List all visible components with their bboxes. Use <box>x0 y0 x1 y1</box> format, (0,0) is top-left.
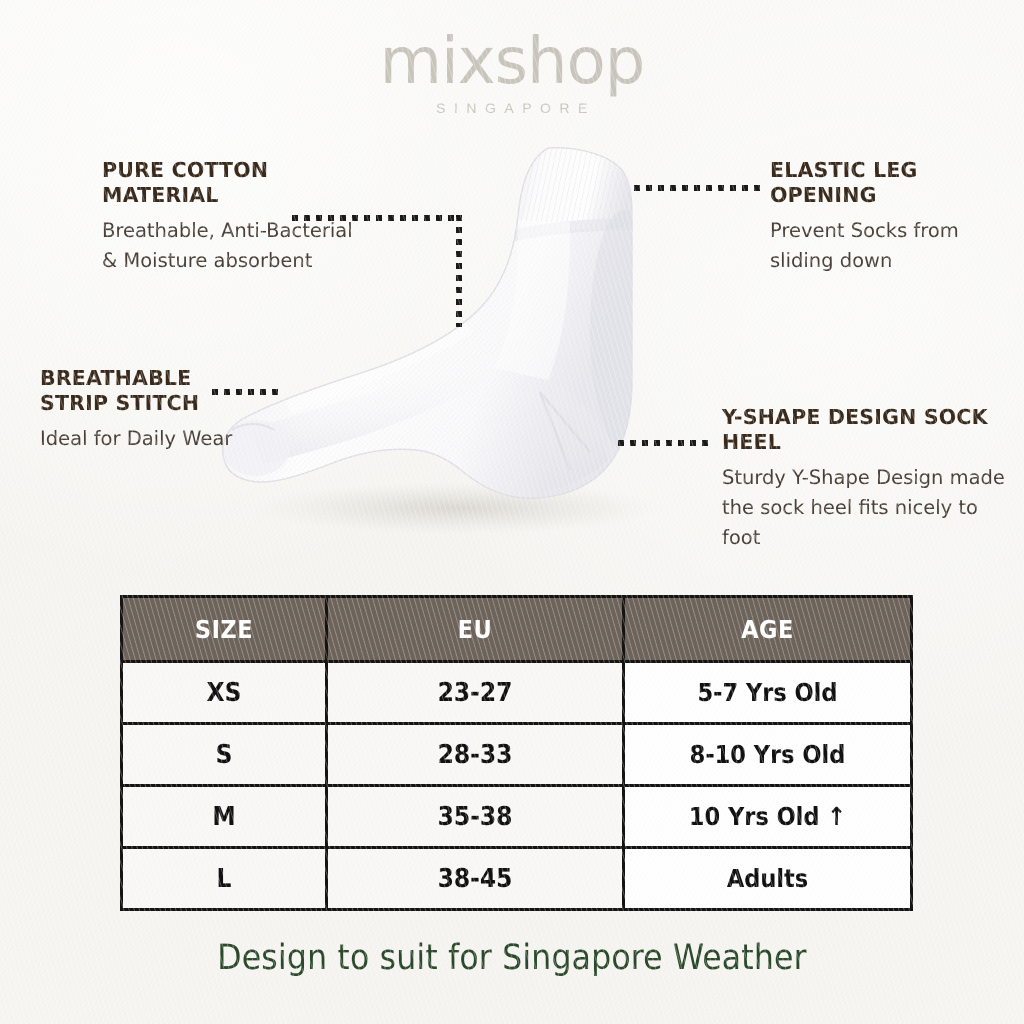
size-chart-table: SIZE EU AGE XS 23-27 5-7 Yrs Old S 28-33… <box>120 595 913 911</box>
callout-breathable-strip-stitch: BREATHABLE STRIP STITCH Ideal for Daily … <box>40 366 255 454</box>
brand-wordmark: mixshop <box>379 25 646 99</box>
cell-size: M <box>120 784 328 849</box>
column-header-age: AGE <box>622 595 913 663</box>
callout-title: PURE COTTON MATERIAL <box>102 158 269 207</box>
callout-y-shape-design-sock-heel: Y-SHAPE DESIGN SOCK HEEL Sturdy Y-Shape … <box>722 405 1007 553</box>
leader-line-pure-cotton-horizontal <box>292 215 462 221</box>
leader-line-elastic-leg-opening <box>634 185 762 191</box>
callout-body: Ideal for Daily Wear <box>40 427 233 450</box>
callout-body: Prevent Socks from sliding down <box>770 219 959 272</box>
cell-eu: 35-38 <box>325 784 625 849</box>
table-row: S 28-33 8-10 Yrs Old <box>120 722 913 787</box>
table-row: M 35-38 10 Yrs Old ↑ <box>120 784 913 849</box>
column-header-eu: EU <box>325 595 625 663</box>
cell-age: 8-10 Yrs Old <box>622 722 913 787</box>
cell-size: S <box>120 722 328 787</box>
leader-line-pure-cotton-vertical <box>456 215 462 327</box>
cell-age: 5-7 Yrs Old <box>622 660 913 725</box>
column-header-size: SIZE <box>120 595 328 663</box>
table-header-row: SIZE EU AGE <box>120 595 913 663</box>
callout-title: BREATHABLE STRIP STITCH <box>40 366 200 415</box>
callout-pure-cotton-material: PURE COTTON MATERIAL Breathable, Anti-Ba… <box>102 158 367 276</box>
sock-silhouette <box>222 147 633 499</box>
footer-tagline: Design to suit for Singapore Weather <box>217 938 807 978</box>
leader-line-y-shape-sock-heel <box>618 440 714 446</box>
cell-age: 10 Yrs Old ↑ <box>622 784 913 849</box>
callout-title: ELASTIC LEG OPENING <box>770 158 918 207</box>
cell-eu: 23-27 <box>325 660 625 725</box>
cell-size: L <box>120 846 328 911</box>
brand-logo: mixshop SINGAPORE <box>0 30 1024 116</box>
table-row: XS 23-27 5-7 Yrs Old <box>120 660 913 725</box>
cell-eu: 28-33 <box>325 722 625 787</box>
cell-eu: 38-45 <box>325 846 625 911</box>
callout-elastic-leg-opening: ELASTIC LEG OPENING Prevent Socks from s… <box>770 158 1015 276</box>
cell-size: XS <box>120 660 328 725</box>
table-row: L 38-45 Adults <box>120 846 913 911</box>
sock-product-image <box>218 130 718 550</box>
leader-line-breathable-strip-stitch <box>212 389 278 395</box>
sock-shadow <box>253 482 663 534</box>
brand-subword: SINGAPORE <box>436 100 596 116</box>
cell-age: Adults <box>622 846 913 911</box>
callout-title: Y-SHAPE DESIGN SOCK HEEL <box>722 405 988 454</box>
callout-body: Sturdy Y-Shape Design made the sock heel… <box>722 466 1005 549</box>
callout-body: Breathable, Anti-Bacterial & Moisture ab… <box>102 219 353 272</box>
